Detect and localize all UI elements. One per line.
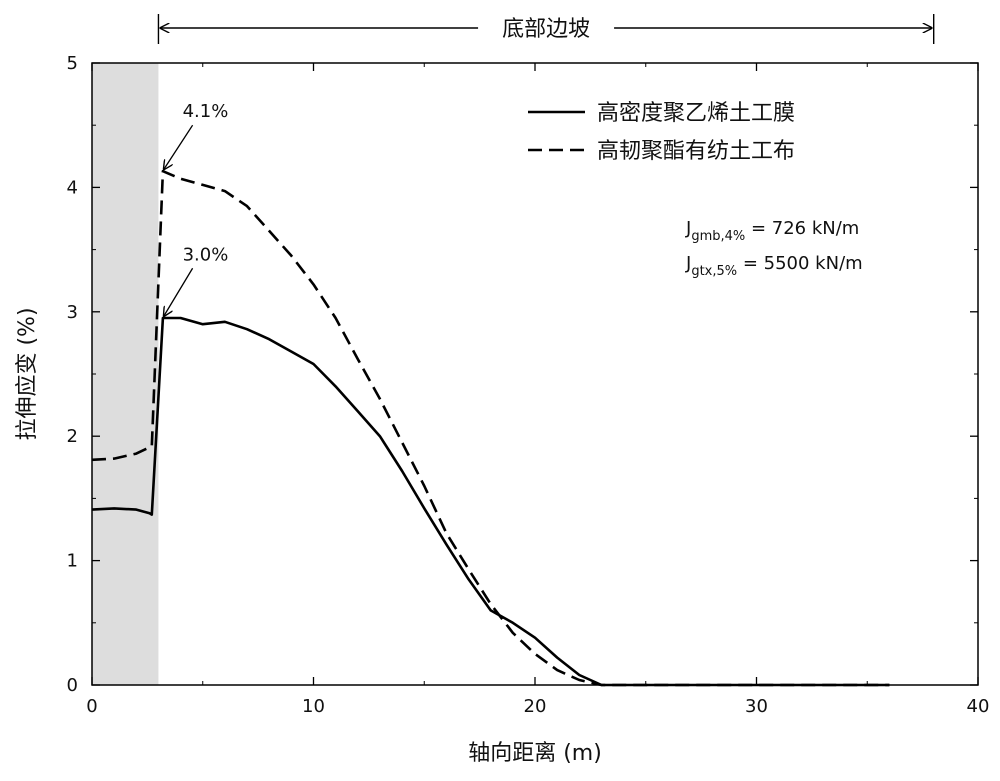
x-tick-label: 10 [302, 696, 325, 717]
parameter-value: = 5500 kN/m [737, 253, 863, 274]
annotation-arrow [164, 124, 194, 169]
x-axis-title: 轴向距离 (m) [468, 741, 602, 766]
series-line-1 [91, 316, 890, 687]
y-tick-label: 5 [67, 53, 78, 74]
plot-frame [91, 62, 979, 686]
y-tick-label: 3 [67, 302, 78, 323]
annotation-arrow [164, 267, 194, 316]
span-label: 底部边坡 [502, 17, 590, 42]
y-axis-title: 拉伸应变 (%) [15, 307, 40, 440]
y-tick-label: 0 [67, 675, 78, 696]
legend-label-2: 高韧聚酯有纺土工布 [597, 139, 795, 164]
x-tick-label: 40 [967, 696, 990, 717]
x-tick-label: 30 [745, 696, 768, 717]
annotation-label: 4.1% [183, 101, 229, 122]
series-line-2 [91, 169, 890, 687]
y-tick-label: 2 [67, 426, 78, 447]
parameter-subscript: gmb,4% [691, 229, 745, 244]
legend-label-1: 高密度聚乙烯土工膜 [597, 101, 795, 126]
y-tick-label: 4 [67, 177, 78, 198]
parameter-symbol: J [685, 218, 691, 239]
annotation-label: 3.0% [183, 244, 229, 265]
shaded-region [92, 63, 159, 685]
parameter-symbol: J [685, 253, 691, 274]
x-tick-label: 0 [86, 696, 97, 717]
x-tick-label: 20 [524, 696, 547, 717]
parameter-text: Jgtx,5% = 5500 kN/m [685, 253, 863, 279]
parameter-subscript: gtx,5% [691, 264, 737, 279]
parameter-text: Jgmb,4% = 726 kN/m [685, 218, 859, 244]
y-tick-label: 1 [67, 551, 78, 572]
parameter-value: = 726 kN/m [745, 218, 859, 239]
